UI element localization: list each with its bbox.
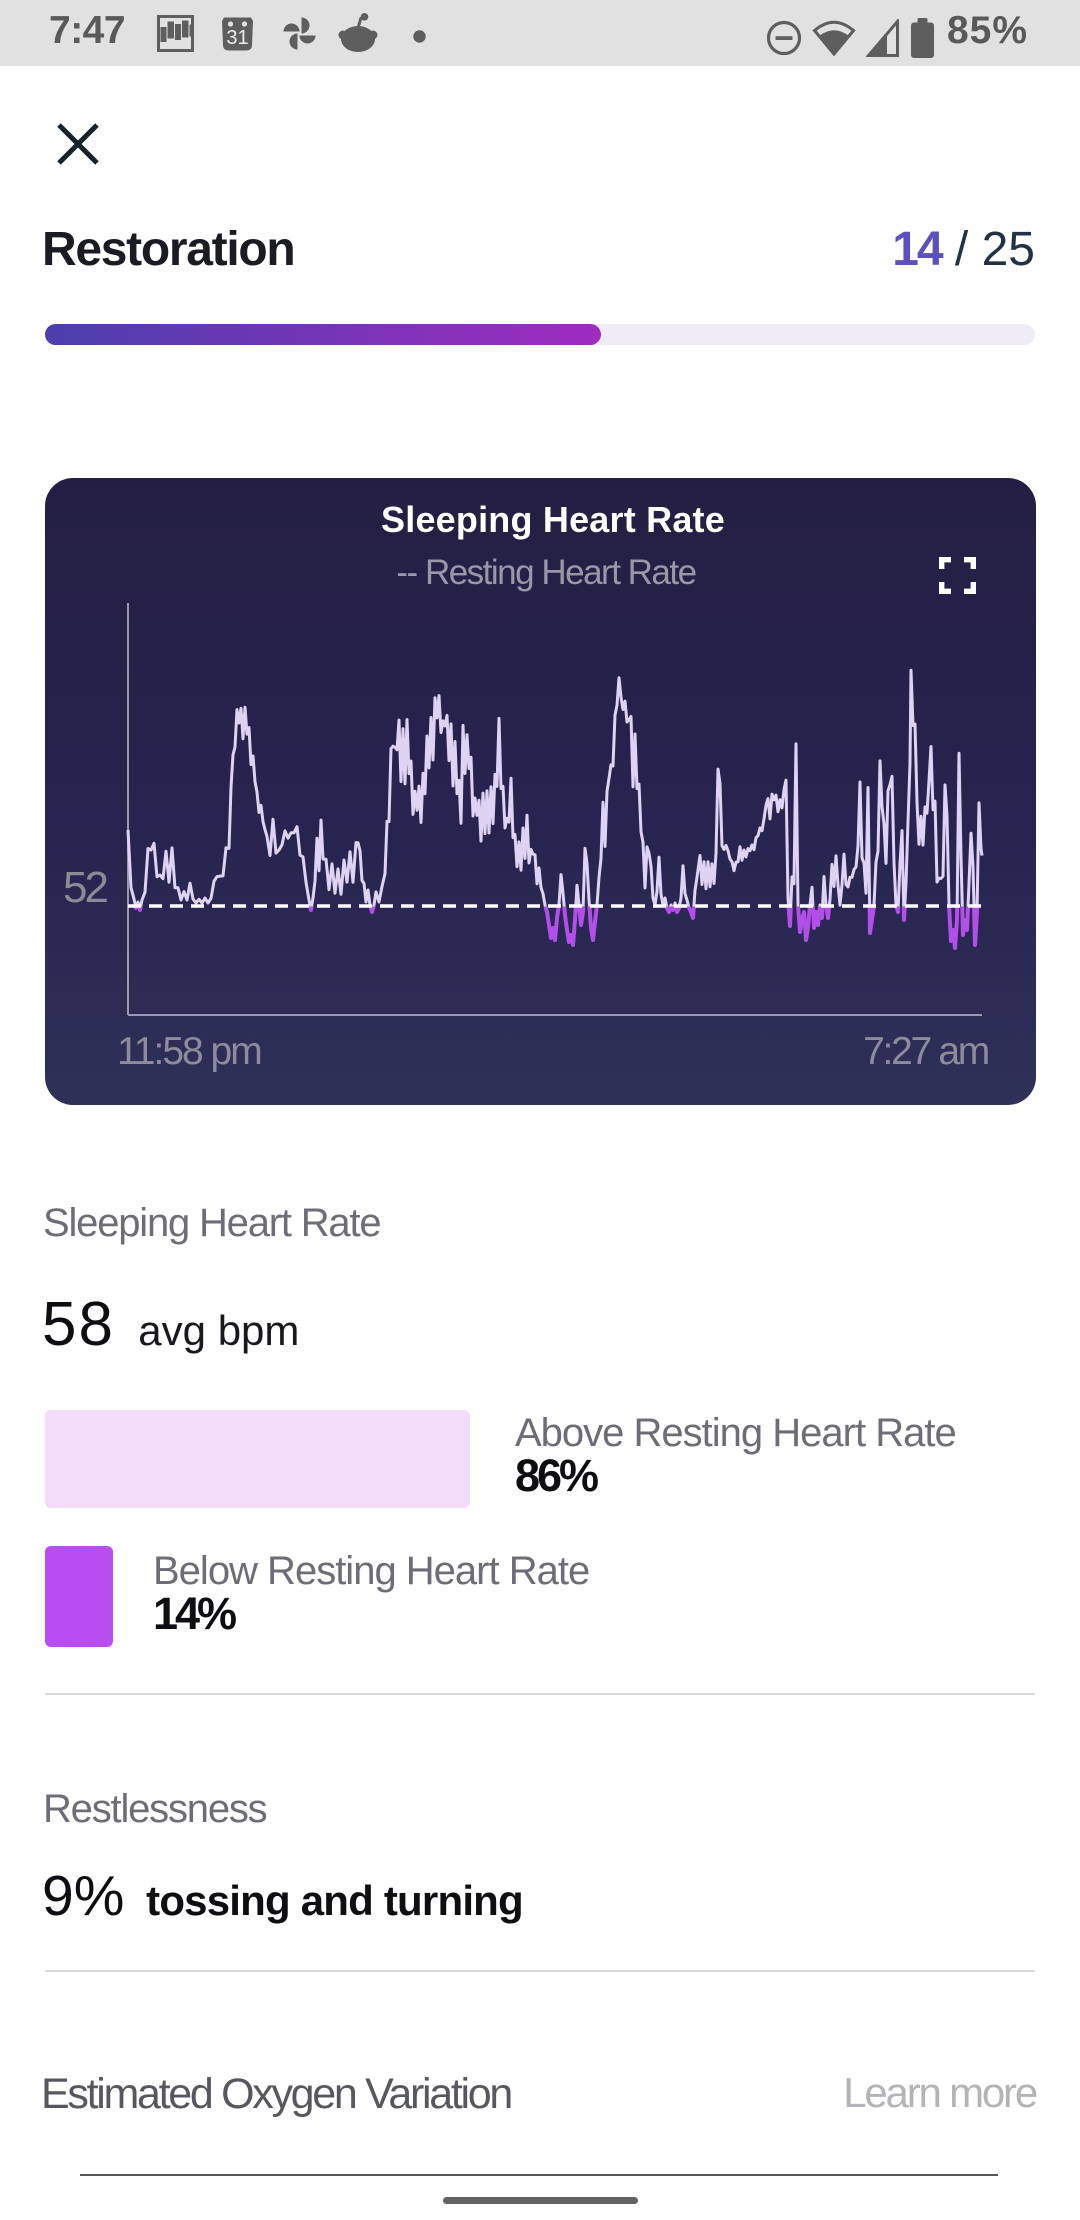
svg-text:31: 31 <box>226 27 248 49</box>
